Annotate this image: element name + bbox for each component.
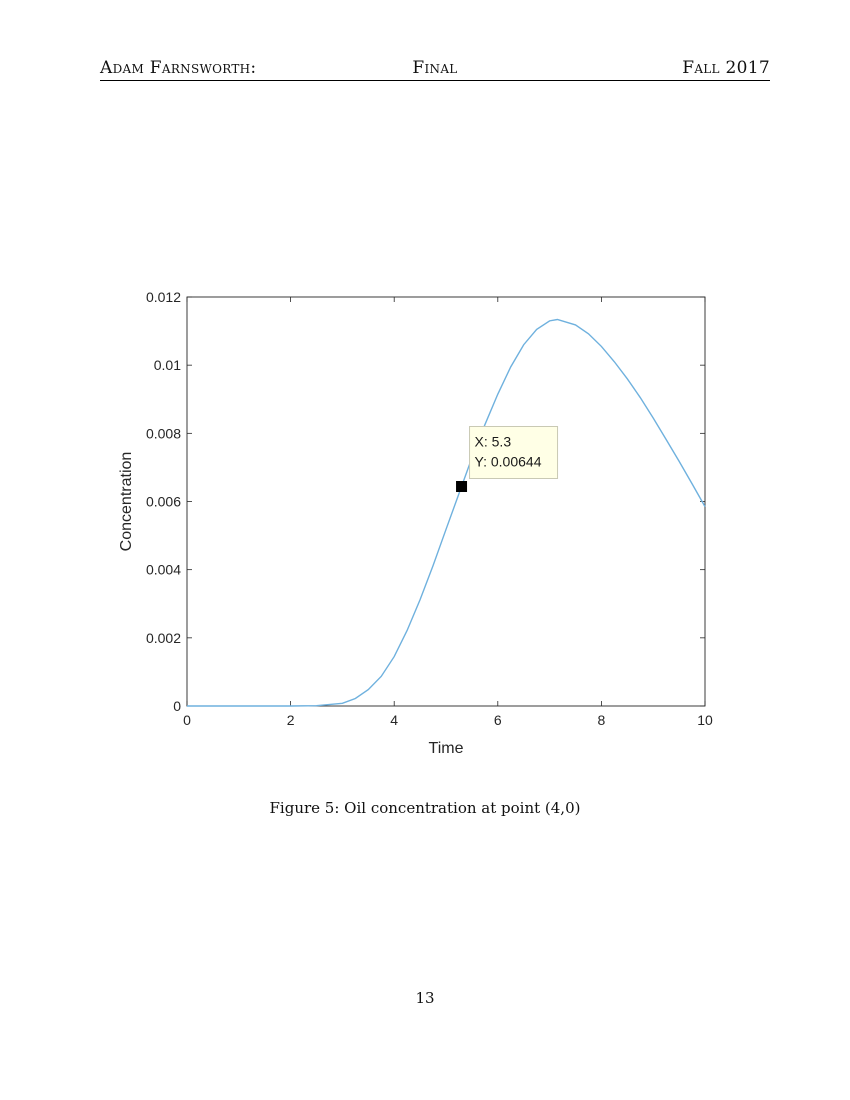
- header-term: Fall 2017: [682, 58, 770, 78]
- concentration-line-chart: 0 2 4 6 8 10 0 0.002 0.004 0.006 0.008 0.01 0.012 Tim…: [118, 289, 713, 757]
- y-tick-label: 0.002: [146, 630, 181, 646]
- datatip-box: [469, 426, 559, 480]
- page-header: Adam Farnsworth: Final Fall 2017: [100, 58, 770, 81]
- x-tick-label: 0: [183, 712, 191, 728]
- y-tick-label: 0.012: [146, 289, 181, 305]
- y-tick-label: 0.008: [146, 425, 181, 441]
- x-tick-label: 10: [697, 712, 713, 728]
- y-tick-label: 0: [173, 698, 181, 714]
- header-title: Final: [412, 58, 458, 78]
- page-number: 13: [415, 989, 435, 1007]
- x-tick-label: 8: [598, 712, 606, 728]
- plot-area: [186, 296, 706, 707]
- y-tick-label: 0.004: [146, 562, 181, 578]
- header-author: Adam Farnsworth:: [100, 58, 257, 78]
- x-tick-label: 2: [287, 712, 295, 728]
- datatip-y-text: Y: 0.00644: [475, 454, 542, 470]
- x-tick-label: 4: [390, 712, 398, 728]
- datatip-marker: [456, 481, 468, 493]
- y-axis-label: Concentration: [118, 452, 135, 552]
- y-tick-label: 0.01: [154, 357, 181, 373]
- datatip-x-text: X: 5.3: [475, 434, 512, 450]
- y-tick-label: 0.006: [146, 494, 181, 510]
- x-axis-label: Time: [429, 740, 464, 757]
- x-tick-label: 6: [494, 712, 502, 728]
- concentration-series-line: [187, 318, 706, 707]
- figure-caption: Figure 5: Oil concentration at point (4,…: [269, 799, 581, 817]
